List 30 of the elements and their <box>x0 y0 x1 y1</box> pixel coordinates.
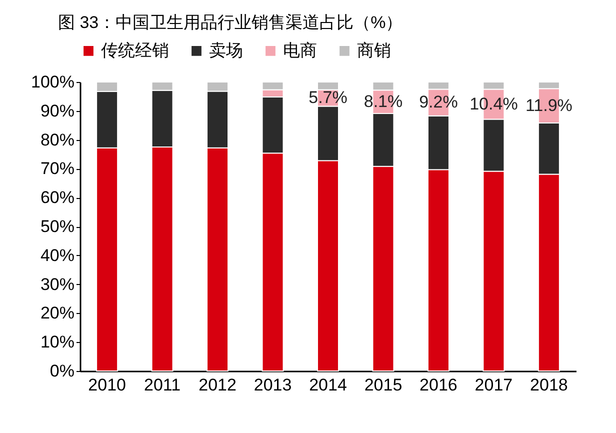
data-label: 5.7% <box>308 88 348 108</box>
x-tick-label: 2018 <box>530 376 568 394</box>
data-label: 9.2% <box>419 92 458 112</box>
x-tick-label: 2017 <box>474 376 513 394</box>
legend-label: 传统经销 <box>101 40 169 60</box>
x-tick-label: 2014 <box>309 376 347 394</box>
x-tick-label: 2016 <box>420 376 458 394</box>
y-tick-label: 50% <box>40 217 74 236</box>
data-label: 11.9% <box>525 96 572 115</box>
data-label: 10.4% <box>470 94 518 114</box>
y-tick-label: 80% <box>40 130 74 150</box>
x-tick-label: 2011 <box>144 376 181 394</box>
chart-title: 图 33：中国卫生用品行业销售渠道占比（%） <box>58 13 403 32</box>
y-tick-label: 100% <box>31 72 74 92</box>
y-tick-label: 20% <box>40 304 74 323</box>
data-label: 8.1% <box>364 92 403 111</box>
x-tick-label: 2010 <box>88 376 126 394</box>
x-tick-label: 2012 <box>198 376 236 394</box>
y-tick-label: 30% <box>40 274 74 294</box>
x-tick-label: 2015 <box>364 376 402 394</box>
y-tick-label: 70% <box>40 159 74 178</box>
y-tick-label: 0% <box>50 362 74 380</box>
legend-label: 卖场 <box>209 40 243 60</box>
y-tick-label: 90% <box>40 101 74 120</box>
y-tick-label: 40% <box>40 246 74 265</box>
y-tick-label: 60% <box>40 188 74 208</box>
legend-label: 电商 <box>283 40 317 60</box>
y-tick-label: 10% <box>40 332 74 352</box>
legend-label: 商销 <box>357 40 391 60</box>
x-tick-label: 2013 <box>254 376 292 394</box>
